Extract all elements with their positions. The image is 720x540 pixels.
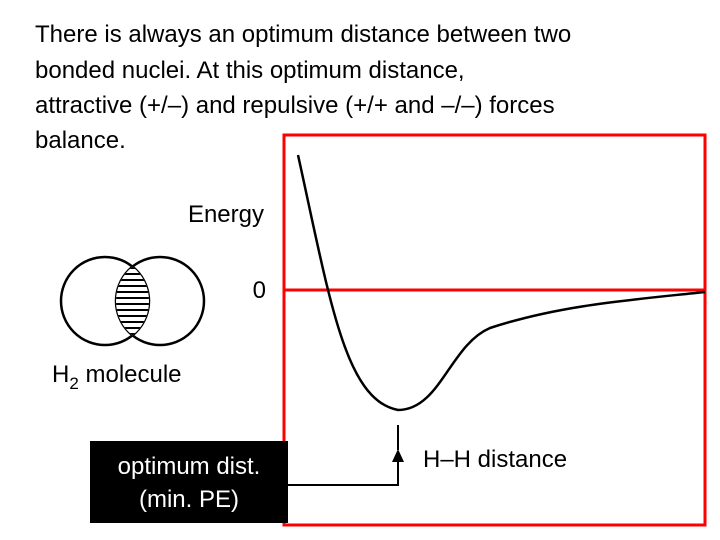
paragraph-line: There is always an optimum distance betw… [35, 21, 571, 48]
callout-line: optimum dist. [118, 453, 261, 480]
zero-label: 0 [253, 277, 266, 304]
paragraph-line: bonded nuclei. At this optimum distance, [35, 57, 465, 84]
paragraph-line: balance. [35, 127, 126, 154]
callout-arrow [288, 458, 399, 486]
paragraph: There is always an optimum distance betw… [35, 21, 571, 154]
overlap-hatch [116, 257, 149, 345]
element-symbol: H [52, 361, 69, 388]
energy-curve [296, 154, 706, 412]
callout-box [90, 441, 288, 523]
graph-frame [282, 133, 707, 527]
molecule-diagram [59, 255, 206, 347]
subscript: 2 [69, 374, 78, 393]
molecule-word: molecule [79, 361, 182, 388]
arrow-head [392, 449, 404, 462]
energy-label: Energy [188, 201, 264, 228]
callout-line: (min. PE) [139, 486, 239, 513]
distance-label: H–H distance [423, 446, 567, 473]
paragraph-line: attractive (+/–) and repulsive (+/+ and … [35, 92, 555, 119]
molecule-label: H2 molecule [52, 361, 182, 393]
